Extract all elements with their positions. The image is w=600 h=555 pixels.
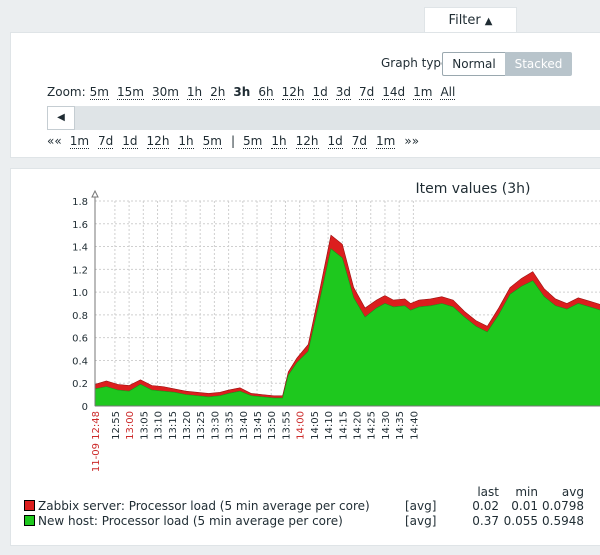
nav-forward-1m-5[interactable]: 1m	[376, 134, 396, 149]
slider-left-arrow-icon[interactable]: ◀	[47, 106, 75, 130]
x-tick-label: 13:20	[182, 411, 193, 440]
legend-swatch	[24, 515, 35, 526]
x-tick-label: 14:30	[381, 411, 392, 440]
legend-avg-value: 0.0798	[542, 499, 584, 513]
legend-row: New host: Processor load (5 min average …	[24, 514, 343, 528]
graph-panel: Item values (3h) 0 0.2 0.4 0.6 0.8 1.0 1.2 1.4 1.…	[10, 168, 600, 546]
caret-up-icon: ▲	[484, 16, 493, 27]
zoom-15m[interactable]: 15m	[116, 85, 144, 100]
nav-back-1h-4[interactable]: 1h	[178, 134, 194, 149]
time-navigation: «« 1m 7d 1d 12h 1h 5m | 5m 1h 12h 1d 7d 1m »»	[47, 134, 427, 149]
legend-last-value: 0.02	[472, 499, 499, 513]
y-tick-label: 0.8	[72, 311, 88, 322]
x-tick-label: 13:50	[267, 411, 278, 440]
x-tick-label: 13:45	[253, 411, 264, 440]
x-tick-label: 14:20	[353, 411, 364, 440]
zoom-1m[interactable]: 1m	[413, 85, 433, 100]
filter-tab[interactable]: Filter ▲	[424, 7, 517, 34]
nav-forward-symbol: »»	[404, 134, 420, 148]
legend-header-last: last	[477, 485, 499, 499]
nav-forward-5m-0[interactable]: 5m	[243, 134, 263, 149]
x-tick-label: 11-09 12:48	[91, 411, 102, 472]
zoom-7d[interactable]: 7d	[358, 85, 375, 100]
x-tick-label: 13:05	[139, 411, 150, 440]
zoom-label: Zoom:	[47, 85, 86, 99]
graph-type-label: Graph type	[381, 56, 449, 70]
zoom-1h[interactable]: 1h	[186, 85, 203, 100]
x-tick-label: 14:40	[409, 411, 420, 440]
legend-avg-value: 0.5948	[542, 514, 584, 528]
legend-func: [avg]	[405, 499, 437, 513]
x-tick-label: 13:25	[196, 411, 207, 440]
x-tick-label: 13:15	[168, 411, 179, 440]
nav-forward-1d-3[interactable]: 1d	[327, 134, 343, 149]
x-tick-label: 14:15	[338, 411, 349, 440]
nav-back-12h-3[interactable]: 12h	[146, 134, 170, 149]
zoom-3h[interactable]: 3h	[233, 85, 251, 99]
graph-type-normal-button[interactable]: Normal	[442, 52, 506, 76]
time-slider[interactable]: ◀	[47, 106, 600, 130]
nav-forward-12h-2[interactable]: 12h	[295, 134, 319, 149]
legend-func: [avg]	[405, 514, 437, 528]
y-tick-label: 0	[82, 402, 88, 413]
x-tick-label: 14:35	[395, 411, 406, 440]
zoom-All[interactable]: All	[440, 85, 456, 100]
x-tick-label: 13:10	[154, 411, 165, 440]
nav-back-1m-0[interactable]: 1m	[69, 134, 90, 149]
y-tick-label: 1.6	[72, 220, 88, 231]
nav-forward-1h-1[interactable]: 1h	[271, 134, 287, 149]
graph-type-stacked-button[interactable]: Stacked	[505, 52, 572, 76]
zoom-1d[interactable]: 1d	[312, 85, 328, 100]
filter-panel: Graph type Normal Stacked Zoom: 5m 15m 30m 1…	[10, 32, 600, 158]
item-values-chart: Item values (3h) 0 0.2 0.4 0.6 0.8 1.0 1.2 1.4 1.…	[72, 181, 600, 472]
x-tick-label: 13:35	[225, 411, 236, 440]
zoom-12h[interactable]: 12h	[281, 85, 305, 100]
x-tick-label: 13:55	[281, 411, 292, 440]
zoom-6h[interactable]: 6h	[258, 85, 274, 100]
nav-separator: |	[231, 134, 236, 148]
zoom-14d[interactable]: 14d	[382, 85, 406, 100]
legend-header-avg: avg	[561, 485, 584, 499]
legend-last-value: 0.37	[472, 514, 499, 528]
chart-title: Item values (3h)	[415, 181, 530, 197]
x-tick-label: 12:55	[111, 411, 122, 440]
zoom-bar: Zoom: 5m 15m 30m 1h 2h 3h 6h 12h 1d 3d 7d 14d 1m All	[47, 85, 463, 100]
y-tick-label: 1.8	[72, 197, 88, 208]
y-tick-label: 0.6	[72, 334, 88, 345]
zoom-2h[interactable]: 2h	[210, 85, 226, 100]
nav-back-7d-1[interactable]: 7d	[98, 134, 114, 149]
y-tick-label: 0.2	[72, 379, 88, 390]
y-tick-label: 1.2	[72, 265, 88, 276]
nav-forward-7d-4[interactable]: 7d	[351, 134, 368, 149]
x-tick-label: 13:40	[239, 411, 250, 440]
legend-min-value: 0.01	[511, 499, 538, 513]
x-tick-label: 13:00	[125, 411, 136, 440]
nav-back-symbol: ««	[47, 134, 62, 148]
legend-row: Zabbix server: Processor load (5 min ave…	[24, 499, 370, 513]
x-tick-label: 14:25	[367, 411, 378, 440]
legend-header-min: min	[515, 485, 538, 499]
y-tick-label: 1.0	[72, 288, 88, 299]
x-tick-label: 13:30	[210, 411, 221, 440]
legend-swatch	[24, 500, 35, 511]
zoom-5m[interactable]: 5m	[89, 85, 109, 100]
nav-back-5m-5[interactable]: 5m	[202, 134, 222, 149]
legend-series-name: New host: Processor load (5 min average …	[38, 514, 343, 528]
zoom-3d[interactable]: 3d	[335, 85, 351, 100]
legend-min-value: 0.055	[503, 514, 538, 528]
y-tick-label: 1.4	[72, 243, 88, 254]
filter-tab-label: Filter	[448, 13, 481, 28]
x-tick-label: 14:00	[296, 411, 307, 440]
zoom-30m[interactable]: 30m	[151, 85, 179, 100]
y-tick-label: 0.4	[72, 356, 88, 367]
legend-series-name: Zabbix server: Processor load (5 min ave…	[38, 499, 370, 513]
x-tick-label: 14:05	[310, 411, 321, 440]
x-tick-label: 14:10	[324, 411, 335, 440]
y-axis-arrow-icon	[91, 189, 99, 198]
nav-back-1d-2[interactable]: 1d	[122, 134, 138, 149]
